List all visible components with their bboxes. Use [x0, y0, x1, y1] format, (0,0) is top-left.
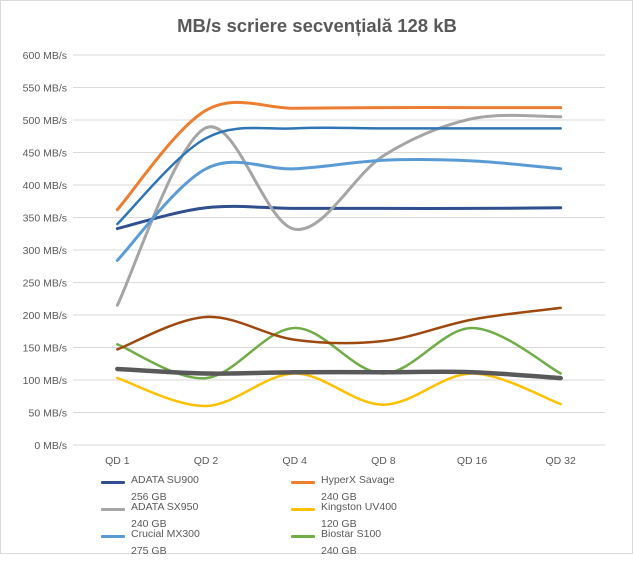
x-tick-label: QD 4 — [282, 455, 307, 467]
y-axis: 0 MB/s 50 MB/s 100 MB/s 150 MB/s 200 MB/s 250… — [23, 50, 67, 452]
y-tick-label: 500 MB/s — [23, 115, 67, 127]
series-line-adata-sx950 — [115, 113, 563, 307]
y-tick-label: 400 MB/s — [23, 180, 67, 192]
series-lines — [115, 100, 563, 408]
legend-sublabel: 120 GB — [321, 518, 357, 530]
series-line-unlabeled-6 — [116, 126, 562, 226]
series-line-adata-su900 — [115, 204, 563, 231]
gridlines — [73, 54, 605, 446]
legend-sublabel: 240 GB — [321, 545, 357, 557]
series-line-unlabeled-7 — [116, 306, 562, 351]
legend-sublabel: 240 GB — [131, 518, 167, 530]
y-tick-label: 100 MB/s — [23, 375, 67, 387]
series-line-biostar-s100 — [116, 326, 562, 380]
legend-label: HyperX Savage — [321, 474, 395, 486]
legend-swatch — [101, 508, 125, 511]
legend-item-hyperx-savage[interactable]: HyperX Savage 240 GB — [291, 474, 491, 514]
legend-item-biostar-s100[interactable]: Biostar S100 240 GB — [291, 528, 491, 568]
legend-sublabel: 240 GB — [321, 491, 357, 503]
legend-swatch — [291, 481, 315, 484]
series-line-hyperx-savage — [115, 100, 563, 212]
series-line-crucial-mx300 — [115, 158, 563, 262]
y-tick-label: 200 MB/s — [23, 310, 67, 322]
legend-item-adata-su900[interactable]: ADATA SU900 256 GB — [101, 474, 301, 514]
legend-item-kingston-uv400[interactable]: Kingston UV400 120 GB — [291, 501, 491, 541]
y-tick-label: 50 MB/s — [28, 408, 67, 420]
legend-item-adata-sx950[interactable]: ADATA SX950 240 GB — [101, 501, 301, 541]
legend-swatch — [101, 481, 125, 484]
y-tick-label: 300 MB/s — [23, 245, 67, 257]
x-axis: QD 1 QD 2 QD 4 QD 8 QD 16 QD 32 — [105, 455, 576, 467]
x-tick-label: QD 2 — [194, 455, 219, 467]
x-tick-label: QD 1 — [105, 455, 130, 467]
legend-swatch — [101, 535, 125, 538]
legend-label: Biostar S100 — [321, 528, 382, 540]
legend-sublabel: 275 GB — [131, 545, 167, 557]
y-tick-label: 550 MB/s — [23, 83, 67, 95]
legend-label: Kingston UV400 — [321, 501, 397, 513]
line-chart: MB/s scriere secvențială 128 kB 0 MB/s 50… — [23, 15, 605, 467]
legend-item-crucial-mx300[interactable]: Crucial MX300 275 GB — [101, 528, 301, 568]
legend-swatch — [291, 535, 315, 538]
series-line-unlabeled-8 — [115, 366, 563, 381]
y-tick-label: 150 MB/s — [23, 343, 67, 355]
chart-title: MB/s scriere secvențială 128 kB — [177, 15, 457, 36]
x-tick-label: QD 16 — [457, 455, 488, 467]
legend-label: ADATA SU900 — [131, 474, 199, 486]
y-tick-label: 250 MB/s — [23, 278, 67, 290]
y-tick-label: 600 MB/s — [23, 50, 67, 62]
y-tick-label: 350 MB/s — [23, 213, 67, 225]
y-tick-label: 450 MB/s — [23, 148, 67, 160]
legend-label: ADATA SX950 — [131, 501, 199, 513]
x-tick-label: QD 32 — [545, 455, 576, 467]
legend-swatch — [291, 508, 315, 511]
y-tick-label: 0 MB/s — [34, 440, 67, 452]
series-line-kingston-uv400 — [116, 372, 562, 408]
x-tick-label: QD 8 — [371, 455, 396, 467]
legend-label: Crucial MX300 — [131, 528, 200, 540]
legend-sublabel: 256 GB — [131, 491, 167, 503]
